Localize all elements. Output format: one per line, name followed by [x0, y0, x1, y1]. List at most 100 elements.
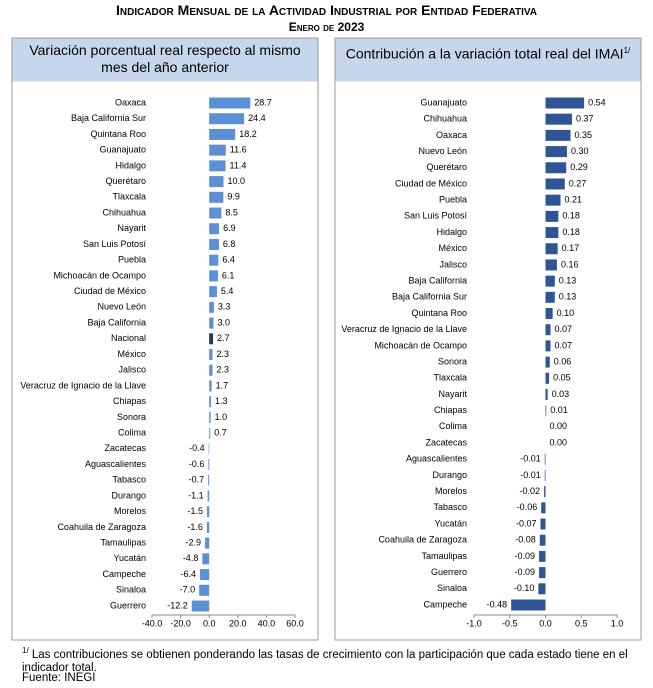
bar [545, 324, 551, 336]
category-label: Nuevo León [97, 302, 146, 312]
bar [545, 388, 548, 400]
value-label: 0.05 [553, 373, 571, 383]
category-label: México [438, 243, 467, 253]
value-label: 1.3 [215, 396, 228, 406]
note-marker: 1/ [22, 646, 29, 655]
value-label: 0.37 [576, 114, 594, 124]
category-label: Jalisco [118, 365, 146, 375]
value-label: 11.6 [230, 145, 247, 155]
category-label: Veracruz de Ignacio de la Llave [341, 324, 467, 334]
value-label: 0.54 [588, 97, 606, 107]
bar [209, 427, 211, 439]
value-label: -1.5 [188, 506, 204, 516]
bar [209, 254, 219, 266]
bar [545, 259, 557, 271]
source: Fuente: INEGI [22, 672, 96, 684]
x-tick-label: -0.5 [502, 618, 518, 628]
x-tick-label: 0.5 [575, 618, 588, 628]
value-label: 2.3 [216, 365, 229, 375]
chart-title: Contribución a la variación total real d… [343, 42, 633, 63]
footnote: 1/ Las contribuciones se obtienen ponder… [22, 644, 632, 675]
bar [545, 194, 561, 206]
value-label: 2.7 [217, 333, 230, 343]
value-label: -0.06 [517, 502, 538, 512]
chart-title-text: Variación porcentual real respecto al mi… [29, 42, 301, 75]
bar [202, 553, 210, 565]
value-label: 0.16 [561, 259, 579, 269]
category-label: Chiapas [434, 405, 468, 415]
category-label: Sinaloa [116, 585, 146, 595]
bar [539, 534, 546, 546]
value-label: 0.07 [555, 324, 573, 334]
value-label: 0.7 [214, 427, 227, 437]
value-label: -0.48 [487, 599, 508, 609]
value-label: 9.9 [227, 192, 240, 202]
category-label: Ciudad de México [74, 286, 146, 296]
value-label: 0.07 [555, 340, 573, 350]
category-label: Oaxaca [436, 130, 467, 140]
value-label: -0.01 [520, 470, 541, 480]
bar [545, 291, 555, 303]
x-tick-label: -1.0 [466, 618, 482, 628]
bar [545, 405, 547, 417]
category-label: Tlaxcala [112, 192, 146, 202]
category-label: Hidalgo [115, 160, 146, 170]
category-label: Durango [432, 470, 467, 480]
bar [545, 340, 551, 352]
bar [191, 600, 210, 612]
category-label: Oaxaca [115, 97, 146, 107]
bar [545, 356, 550, 368]
x-tick-label: -20.0 [170, 618, 191, 628]
bar [208, 459, 210, 471]
bar [545, 275, 555, 287]
value-label: -0.07 [516, 518, 537, 528]
value-label: 0.21 [565, 195, 583, 205]
value-label: 18.2 [239, 129, 257, 139]
bar [511, 599, 546, 611]
bar [545, 210, 559, 222]
category-label: Sonora [117, 412, 146, 422]
bar [209, 286, 217, 298]
bar [544, 469, 546, 481]
value-label: 0.30 [571, 146, 589, 156]
category-label: Quintana Roo [90, 129, 146, 139]
x-tick-label: 40.0 [258, 618, 276, 628]
x-tick-label: 1.0 [611, 618, 624, 628]
value-label: 11.4 [230, 160, 247, 170]
category-label: Tamaulipas [421, 551, 467, 561]
value-label: 2.3 [216, 349, 229, 359]
category-label: Zacatecas [104, 443, 146, 453]
category-label: Tabasco [112, 475, 146, 485]
category-label: San Luis Potosí [404, 211, 468, 221]
value-label: 5.4 [221, 286, 234, 296]
bar [545, 178, 565, 190]
panel [334, 37, 642, 641]
category-label: Colima [118, 427, 146, 437]
category-label: Sonora [438, 356, 467, 366]
bar [545, 97, 585, 109]
value-label: 0.27 [569, 178, 587, 188]
category-label: Querétaro [426, 162, 467, 172]
bar [208, 443, 210, 455]
category-label: Sinaloa [437, 583, 467, 593]
category-label: Colima [439, 421, 467, 431]
value-label: 10.0 [228, 176, 246, 186]
footnote-text: Las contribuciones se obtienen ponderand… [22, 648, 628, 674]
value-label: 0.17 [562, 243, 580, 253]
value-label: 1.7 [216, 380, 229, 390]
value-label: 0.29 [570, 162, 588, 172]
bar [544, 486, 546, 498]
category-label: Zacatecas [425, 437, 467, 447]
value-label: -0.4 [189, 443, 205, 453]
category-label: Chihuahua [102, 207, 146, 217]
value-label: -6.4 [181, 569, 197, 579]
bar [545, 227, 559, 239]
bar [209, 128, 236, 140]
value-label: -0.09 [515, 567, 536, 577]
category-label: Puebla [118, 255, 146, 265]
category-label: Baja California [408, 276, 467, 286]
category-label: Puebla [439, 195, 467, 205]
value-label: 3.3 [218, 302, 231, 312]
bar [209, 160, 226, 172]
